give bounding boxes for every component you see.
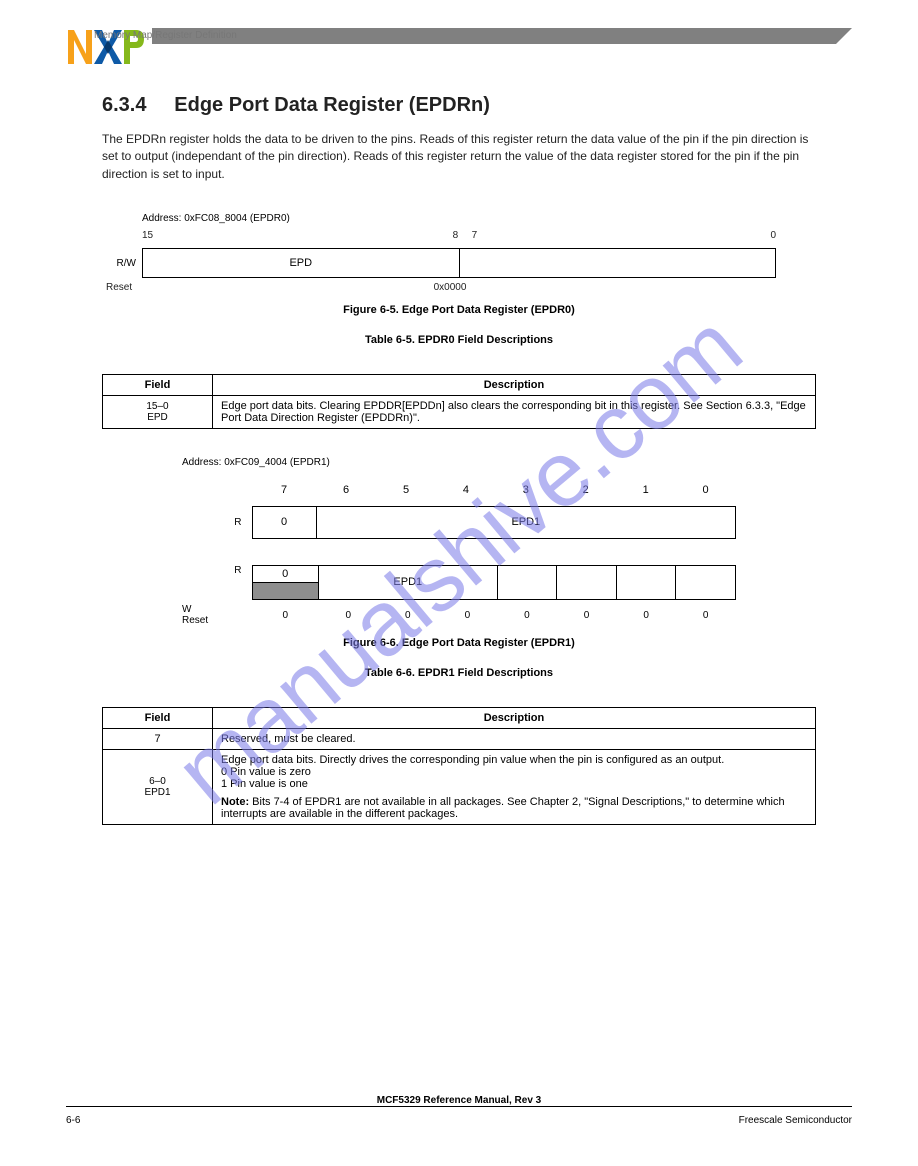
page-header: Memory Map/Register Definition [66, 26, 852, 74]
epdr1-desc-line0: Edge port data bits. Directly drives the… [221, 754, 807, 766]
epdr1-row2-bits: 6–0 [111, 776, 204, 787]
reg1-field-name: EPD [143, 249, 459, 277]
rst1: 0 [318, 599, 378, 631]
bit-8: 8 [453, 230, 459, 241]
col-field: Field [103, 375, 213, 396]
reg1-figure-caption: Figure 6-5. Edge Port Data Register (EPD… [102, 304, 816, 316]
page: manualshive.com Memory Map/Register Defi… [0, 0, 918, 1166]
footer-doc-title: MCF5329 Reference Manual, Rev 3 [66, 1095, 852, 1106]
col-desc: Description [213, 375, 816, 396]
header-section-label: Memory Map/Register Definition [94, 30, 237, 41]
reg1-field-box: EPD [142, 248, 776, 278]
bit-7: 7 [472, 230, 478, 241]
reg1-reset-value: 0x0000 [434, 282, 467, 293]
reg2-r-bit7: 0 [252, 506, 316, 538]
reg1-reset-label: Reset [106, 282, 132, 293]
reg1-address-value: 0xFC08_8004 (EPDR0) [184, 213, 290, 224]
bit0: 0 [676, 474, 736, 506]
content-area: 6.3.4 Edge Port Data Register (EPDRn) Th… [66, 94, 852, 825]
header-bar [152, 28, 852, 44]
reg2-field-epd1: EPD1 [316, 506, 735, 538]
bit3: 3 [496, 474, 556, 506]
epdr0-field-cell: 15–0 EPD [103, 396, 213, 429]
intro-paragraph: The EPDRn register holds the data to be … [102, 131, 816, 183]
reg2-reset-label: Reset [182, 615, 208, 626]
col-desc-2: Description [213, 708, 816, 729]
epdr1-field-table: Field Description 7 Reserved, must be cl… [102, 707, 816, 825]
epdr0-field-name: EPD [111, 412, 204, 423]
reg1-address-label: Address: [142, 213, 181, 224]
reg2-w-bit7 [252, 582, 318, 599]
reg2-table-caption: Table 6-6. EPDR1 Field Descriptions [102, 667, 816, 679]
rst3: 0 [438, 599, 498, 631]
reg2-read-label: R [182, 506, 252, 538]
epdr1-note-text: Bits 7-4 of EPDR1 are not available in a… [221, 796, 785, 820]
epdr0-field-table: Field Description 15–0 EPD Edge port dat… [102, 374, 816, 429]
section-number: 6.3.4 [102, 94, 146, 116]
section-title: Edge Port Data Register (EPDRn) [174, 94, 490, 116]
reg2-address-label: Address: [182, 457, 221, 468]
reg2-write-label: W [182, 604, 191, 615]
epdr1-row1-desc: Reserved, must be cleared. [213, 729, 816, 750]
bit5: 5 [376, 474, 436, 506]
epdr1-row2-name: EPD1 [111, 787, 204, 798]
bit4: 4 [436, 474, 496, 506]
reg2-field-epd1-b: EPD1 [318, 565, 497, 599]
reg1-table-caption: Table 6-5. EPDR0 Field Descriptions [102, 334, 816, 346]
page-footer: MCF5329 Reference Manual, Rev 3 6-6 Free… [0, 1095, 918, 1126]
footer-page-number: 6-6 [66, 1115, 80, 1126]
epdr1-note-label: Note: [221, 796, 249, 808]
epdr1-row2-field: 6–0 EPD1 [103, 750, 213, 825]
col-field-2: Field [103, 708, 213, 729]
section-heading: 6.3.4 Edge Port Data Register (EPDRn) [102, 94, 816, 117]
rst4: 0 [497, 599, 557, 631]
rst7: 0 [676, 599, 736, 631]
epdr0-field-bits: 15–0 [111, 401, 204, 412]
bit2: 2 [556, 474, 616, 506]
rst6: 0 [616, 599, 676, 631]
bit7: 7 [252, 474, 316, 506]
register-epdr0-diagram: Address: 0xFC08_8004 (EPDR0) 15 8 7 0 R/… [142, 213, 776, 298]
footer-org: Freescale Semiconductor [739, 1115, 852, 1126]
bit1: 1 [616, 474, 676, 506]
epdr1-row1-field: 7 [103, 729, 213, 750]
reg2-figure-caption: Figure 6-6. Edge Port Data Register (EPD… [102, 637, 816, 649]
rst2: 0 [378, 599, 438, 631]
reg2-r2-bit7: 0 [252, 565, 318, 582]
epdr1-desc-line2: 1 Pin value is one [221, 778, 807, 790]
reg2-bit-table: 7 6 5 4 3 2 1 0 R 0 EPD1 [182, 474, 736, 539]
rst5: 0 [557, 599, 617, 631]
bit-15: 15 [142, 230, 153, 241]
bit6: 6 [316, 474, 376, 506]
reg1-reset-row: Reset 0x0000 [142, 282, 776, 298]
register-epdr1-diagram: Address: 0xFC09_4004 (EPDR1) 7 6 5 4 3 2… [182, 457, 736, 631]
epdr1-row2-desc: Edge port data bits. Directly drives the… [213, 750, 816, 825]
epdr0-field-desc: Edge port data bits. Clearing EPDDR[EPDD… [213, 396, 816, 429]
reg1-rw-label: R/W [106, 258, 142, 269]
reg2-write-table: R 0 EPD1 W Reset 0 0 [182, 565, 736, 632]
bit-0: 0 [770, 230, 776, 241]
reg2-read-label2: R [182, 565, 252, 599]
epdr1-desc-line1: 0 Pin value is zero [221, 766, 807, 778]
reg1-bit-header: 15 8 7 0 [142, 230, 776, 248]
reg2-address-value: 0xFC09_4004 (EPDR1) [224, 457, 330, 468]
rst0: 0 [252, 599, 318, 631]
